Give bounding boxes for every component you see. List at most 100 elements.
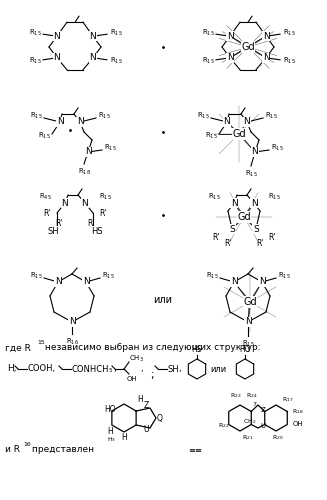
Text: R$_{15}$: R$_{15}$	[110, 28, 122, 38]
Text: N: N	[251, 148, 258, 156]
Text: CH$_2$: CH$_2$	[243, 418, 257, 426]
Text: OH: OH	[293, 421, 303, 427]
Text: ,: ,	[178, 364, 181, 374]
Text: N: N	[231, 198, 237, 207]
Text: ,: ,	[113, 364, 116, 374]
Text: HS: HS	[91, 226, 103, 235]
Text: R$_{15}$: R$_{15}$	[110, 56, 122, 66]
Text: U: U	[143, 426, 149, 434]
Text: R$_{15}$: R$_{15}$	[99, 192, 112, 202]
Text: CH$_3$: CH$_3$	[129, 354, 144, 364]
Text: N: N	[83, 278, 89, 286]
Text: где R: где R	[5, 344, 31, 352]
Text: H$_3$: H$_3$	[108, 436, 116, 444]
Text: R$_{15}$: R$_{15}$	[202, 28, 215, 38]
Text: N: N	[227, 32, 233, 40]
Text: R$_{22}$: R$_{22}$	[218, 422, 230, 430]
Text: Gd: Gd	[243, 297, 257, 307]
Text: COOH,: COOH,	[27, 364, 55, 374]
Text: N: N	[259, 278, 266, 286]
Text: CONHCH: CONHCH	[71, 364, 109, 374]
Text: N: N	[244, 118, 250, 126]
Text: R$_{15}$: R$_{15}$	[104, 143, 116, 153]
Text: R$_{23}$: R$_{23}$	[230, 392, 242, 400]
Text: N: N	[54, 32, 60, 40]
Text: R$_{15}$: R$_{15}$	[30, 111, 43, 121]
Text: N: N	[82, 198, 88, 207]
Text: 7: 7	[252, 402, 256, 406]
Text: R': R'	[99, 208, 107, 218]
Text: R$_{15}$: R$_{15}$	[102, 271, 114, 281]
Text: R': R'	[268, 232, 276, 241]
Text: Z: Z	[261, 407, 266, 413]
Text: независимо выбран из следующих структур:: независимо выбран из следующих структур:	[42, 344, 261, 352]
Text: N: N	[231, 278, 237, 286]
Text: Gd: Gd	[232, 129, 246, 139]
Text: U: U	[260, 423, 266, 429]
Text: R$_{15}$: R$_{15}$	[30, 271, 43, 281]
Text: R': R'	[256, 238, 264, 248]
Text: R$_{15}$: R$_{15}$	[242, 339, 254, 349]
Text: S: S	[229, 224, 235, 234]
Text: R': R'	[87, 218, 95, 228]
Text: R$_{16}$: R$_{16}$	[65, 337, 78, 347]
Text: SH: SH	[167, 364, 179, 374]
Text: OH: OH	[127, 376, 138, 382]
Text: R$_{15}$: R$_{15}$	[206, 271, 218, 281]
Text: R$_{15}$: R$_{15}$	[283, 28, 295, 38]
Text: Z: Z	[143, 402, 149, 410]
Text: R$_{15}$: R$_{15}$	[38, 131, 50, 141]
Text: ;: ;	[150, 370, 154, 380]
Text: R$_{15}$: R$_{15}$	[197, 111, 209, 121]
Text: R$_{18}$: R$_{18}$	[77, 167, 91, 177]
Text: R$_{15}$: R$_{15}$	[205, 131, 217, 141]
Text: R$_{45}$: R$_{45}$	[39, 192, 51, 202]
Text: R$_{15}$: R$_{15}$	[271, 143, 284, 153]
Text: ,: ,	[140, 364, 143, 374]
Text: N: N	[90, 32, 96, 40]
Text: 15: 15	[37, 340, 45, 345]
Text: N: N	[85, 148, 91, 156]
Text: N: N	[263, 54, 269, 62]
Text: Q: Q	[157, 414, 163, 422]
Text: N: N	[55, 278, 61, 286]
Text: R': R'	[43, 208, 51, 218]
Text: или: или	[210, 364, 226, 374]
Text: R$_{15}$: R$_{15}$	[278, 271, 290, 281]
Text: R': R'	[212, 232, 220, 241]
Text: R$_{15}$: R$_{15}$	[267, 192, 280, 202]
Text: R$_{15}$: R$_{15}$	[29, 28, 42, 38]
Text: N: N	[57, 118, 63, 126]
Text: или: или	[153, 295, 173, 305]
Text: R$_{24}$: R$_{24}$	[246, 392, 258, 400]
Text: HO: HO	[104, 406, 116, 414]
Text: R$_{15}$: R$_{15}$	[245, 169, 257, 179]
Text: R': R'	[224, 238, 232, 248]
Text: ≡≡: ≡≡	[188, 446, 202, 454]
Text: N: N	[263, 32, 269, 40]
Text: и R: и R	[5, 446, 20, 454]
Text: HO: HO	[239, 346, 251, 354]
Text: R$_{15}$: R$_{15}$	[98, 111, 111, 121]
Text: N: N	[245, 318, 251, 326]
Text: N: N	[54, 54, 60, 62]
Text: 5: 5	[109, 368, 112, 374]
Text: H,: H,	[7, 364, 16, 374]
Text: R$_{15}$: R$_{15}$	[283, 56, 295, 66]
Text: H: H	[121, 434, 127, 442]
Text: S: S	[253, 224, 259, 234]
Text: R$_{20}$: R$_{20}$	[272, 434, 284, 442]
Text: N: N	[61, 198, 68, 207]
Text: Gd: Gd	[237, 212, 251, 222]
Text: R$_{15}$: R$_{15}$	[208, 192, 220, 202]
Text: R$_{15}$: R$_{15}$	[29, 56, 42, 66]
Text: H: H	[107, 428, 113, 436]
Text: N: N	[224, 118, 231, 126]
Text: H: H	[137, 396, 143, 404]
Text: представлен: представлен	[29, 446, 94, 454]
Text: R': R'	[55, 218, 63, 228]
Text: N: N	[77, 118, 83, 126]
Text: R$_{18}$: R$_{18}$	[292, 408, 304, 416]
Text: HS: HS	[192, 346, 202, 354]
Text: N: N	[227, 54, 233, 62]
